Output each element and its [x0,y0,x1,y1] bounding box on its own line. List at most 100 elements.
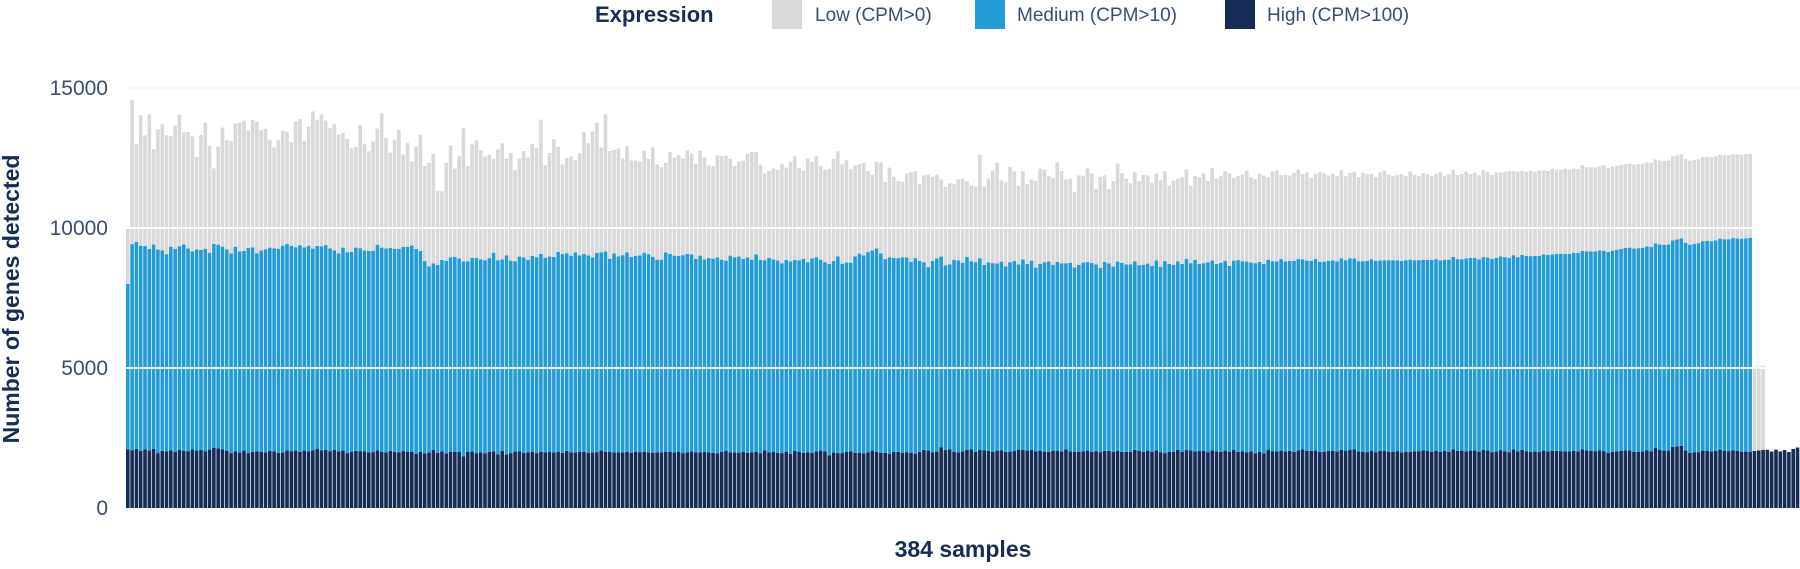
bar-segment-high [896,451,900,508]
bar-segment-medium [1016,264,1021,450]
bar-segment-high [1520,449,1524,508]
bar-segment-medium [607,258,612,452]
bar-segment-medium [1197,263,1202,451]
bar-segment-medium [319,246,324,451]
bar-segment-high [1206,452,1210,508]
bar-segment-high [745,452,750,508]
bar-segment-high [293,450,298,508]
bar-segment-high [1503,451,1507,508]
bar-segment-medium [560,254,565,453]
bar-segment-low [1718,154,1722,239]
bar-segment-high [793,451,797,508]
bar-segment-low [698,150,702,256]
bar-segment-medium [1645,246,1649,451]
bar-segment-high [1257,452,1262,508]
bar-segment-medium [1511,255,1516,450]
bar-segment-high [1571,450,1576,508]
bar-segment-low [874,161,879,249]
bar-segment-high [771,452,776,508]
bar-segment-medium [999,261,1004,451]
bar-segment-low [1485,172,1490,258]
bar-segment-high [1227,451,1232,508]
bar-segment-medium [384,248,388,453]
bar-segment-high [582,451,586,508]
bar-segment-medium [250,247,255,452]
bar-segment-low [1705,156,1709,241]
bar-segment-high [1442,451,1447,508]
bar-segment-low [1369,173,1374,260]
bar-segment-medium [853,256,857,453]
bar-segment-low [586,143,591,256]
bar-segment-medium [1460,259,1464,451]
bar-segment-medium [629,256,634,453]
bar-segment-low [896,181,900,259]
bar-segment-low [573,159,578,253]
bar-segment-medium [1193,259,1197,452]
bar-segment-low [289,142,294,246]
bar-segment-low [250,119,255,248]
bar-segment-high [1378,450,1382,508]
bar-segment-medium [1408,259,1413,452]
bar-segment-medium [814,257,819,452]
bar-segment-low [539,119,543,255]
bar-segment-low [401,154,406,247]
bar-segment-high [1012,451,1017,508]
bar-segment-medium [483,260,487,454]
bar-segment-high [543,452,548,508]
bar-segment-high [767,452,771,508]
bar-segment-low [1154,173,1159,261]
bar-segment-low [1515,171,1520,258]
bar-segment-high [1008,452,1012,508]
bar-segment-medium [1369,259,1374,452]
bar-segment-medium [1089,263,1094,452]
bar-segment-low [1343,176,1348,261]
bar-segment-low [900,181,905,258]
bar-segment-high [922,449,926,508]
bar-segment-high [1029,449,1034,508]
bar-segment-low [590,131,595,258]
bar-segment-low [280,130,285,246]
bar-segment-low [1679,154,1684,239]
bar-segment-low [336,134,341,254]
bar-segment-low [1709,157,1714,242]
bar-segment-low [1602,165,1606,251]
bar-segment-high [784,452,789,508]
bar-segment-low [681,158,685,256]
bar-segment-low [870,174,875,251]
bar-segment-low [138,115,143,246]
bar-segment-high [1602,451,1606,508]
bar-segment-medium [1391,260,1395,452]
bar-segment-low [199,135,203,250]
bar-segment-high [573,452,578,508]
bar-segment-medium [1214,263,1219,452]
bar-segment-low [694,163,698,259]
bar-segment-low [405,143,410,247]
bar-segment-medium [169,246,173,451]
bar-segment-medium [780,263,784,454]
bar-segment-medium [973,262,978,452]
bar-segment-low [1503,171,1507,258]
bar-segment-medium [1094,264,1098,452]
bar-segment-medium [956,260,961,453]
bar-segment-low [315,119,319,246]
bar-segment-medium [741,258,745,452]
bar-segment-medium [405,246,410,452]
bar-segment-low [909,172,913,262]
bar-segment-high [401,451,406,508]
bar-segment-high [1589,450,1593,508]
bar-segment-medium [1132,261,1137,450]
bar-segment-high [496,454,500,508]
y-tick-label: 15000 [50,77,108,100]
bar-segment-low [1287,175,1292,262]
bar-segment-low [577,153,582,256]
bar-segment-low [1373,176,1378,261]
bar-segment-low [1214,178,1219,264]
bar-segment-low [143,135,147,247]
bar-segment-high [1731,450,1735,508]
bar-segment-medium [1356,261,1361,452]
bar-segment-low [1150,183,1154,266]
bar-segment-medium [552,256,556,453]
bar-segment-medium [732,257,737,453]
bar-segment-high [1761,449,1765,508]
bar-segment-high [259,451,264,508]
